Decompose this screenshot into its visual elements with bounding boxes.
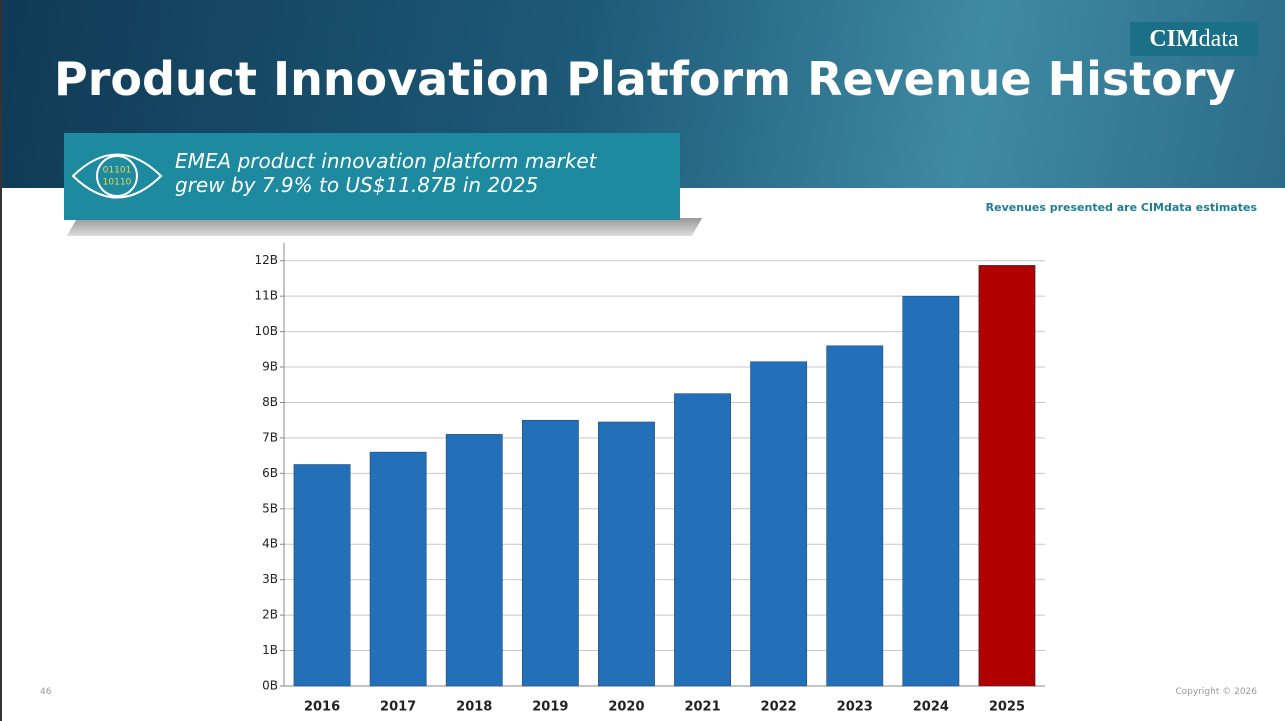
slide-title: Product Innovation Platform Revenue Hist…	[54, 52, 1236, 106]
x-tick-label: 2022	[761, 700, 797, 715]
logo: CIMdata	[1130, 22, 1258, 56]
x-tick-label: 2018	[456, 700, 492, 715]
y-tick-label: 5B	[262, 501, 278, 515]
page-number: 46	[40, 687, 52, 697]
x-tick-label: 2021	[684, 700, 720, 715]
y-tick-label: 6B	[262, 466, 278, 480]
logo-light: data	[1198, 26, 1239, 52]
y-tick-label: 7B	[262, 430, 278, 444]
y-tick-label: 9B	[262, 360, 278, 374]
y-tick-label: 4B	[262, 537, 278, 551]
bar	[902, 295, 960, 687]
icon-text: 01101	[103, 166, 132, 176]
bar	[674, 393, 731, 687]
x-tick-label: 2016	[304, 700, 340, 715]
x-tick-label: 2020	[608, 700, 644, 715]
y-tick-label: 0B	[262, 679, 278, 693]
bar	[598, 421, 655, 687]
x-tick-label: 2017	[380, 700, 416, 715]
callout-line: grew by 7.9% to US$11.87B in 2025	[175, 173, 539, 197]
y-tick-label: 10B	[254, 324, 278, 338]
x-tick-label: 2019	[532, 700, 568, 715]
bar	[445, 434, 503, 687]
icon-text: 10110	[103, 178, 132, 188]
y-tick-label: 3B	[262, 572, 278, 586]
callout-line: EMEA product innovation platform market	[175, 149, 597, 173]
y-tick-label: 8B	[262, 395, 278, 409]
logo-bold: CIM	[1149, 26, 1199, 52]
bar	[978, 265, 1036, 687]
x-tick-label: 2023	[837, 700, 873, 715]
y-tick-label: 2B	[262, 608, 278, 622]
bar	[750, 361, 808, 687]
callout: 01101 10110 EMEA product innovation plat…	[64, 133, 680, 220]
note: Revenues presented are CIMdata estimates	[985, 201, 1257, 214]
bar	[369, 451, 427, 687]
x-tick-label: 2024	[913, 700, 949, 715]
y-tick-label: 12B	[254, 253, 278, 267]
y-tick-label: 1B	[262, 643, 278, 657]
bar	[826, 345, 884, 687]
bar	[521, 419, 579, 687]
y-tick-label: 11B	[254, 289, 278, 303]
bar	[293, 464, 351, 687]
copyright: Copyright © 2026	[1175, 687, 1257, 697]
x-tick-label: 2025	[989, 700, 1025, 715]
eye-icon: 01101 10110	[71, 153, 163, 199]
